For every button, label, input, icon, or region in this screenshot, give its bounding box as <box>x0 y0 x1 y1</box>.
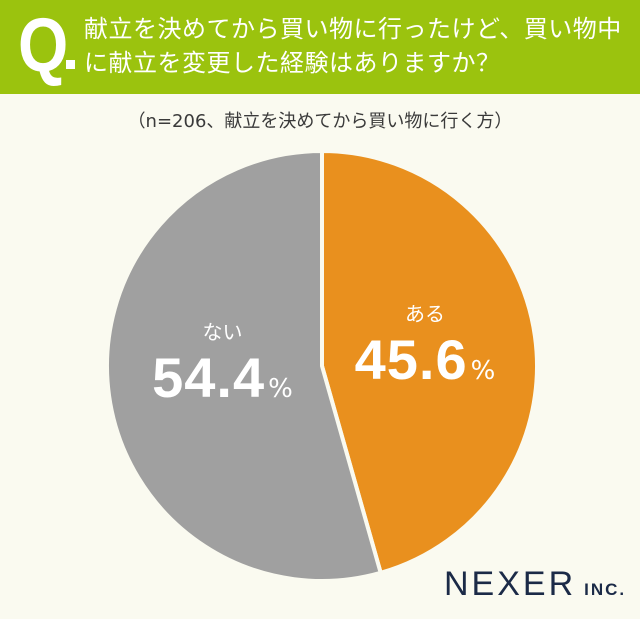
question-header: Q 献立を決めてから買い物に行ったけど、買い物中に献立を変更した経験はありますか… <box>0 0 640 94</box>
nexer-logo: NEXER INC. <box>444 565 626 604</box>
sample-note: （n=206、献立を決めてから買い物に行く方） <box>127 111 513 132</box>
label-no-name: ない <box>202 320 243 344</box>
label-no-unit: % <box>268 374 293 404</box>
label-no-value: 54.4 <box>152 346 266 409</box>
label-yes-value: 45.6 <box>354 328 468 391</box>
q-dot <box>66 60 75 69</box>
label-yes-name: ある <box>405 302 445 326</box>
question-title: 献立を決めてから買い物に行ったけど、買い物中に献立を変更した経験はありますか？ <box>84 15 622 77</box>
label-no: ない 54.4% <box>135 316 310 410</box>
label-yes: ある 45.6% <box>340 298 510 392</box>
pie-slice-no <box>105 149 383 583</box>
logo-suffix: INC. <box>584 580 627 599</box>
label-yes-unit: % <box>470 356 496 386</box>
q-mark: Q <box>18 3 69 88</box>
logo-name: NEXER <box>444 565 577 603</box>
pie-slice-yes <box>320 149 539 575</box>
